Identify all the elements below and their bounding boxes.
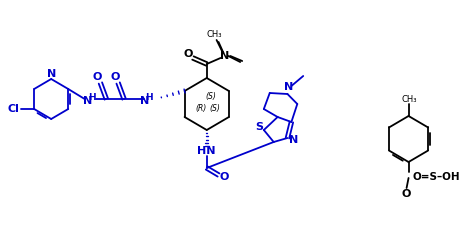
Text: O: O [220,172,229,182]
Text: (S): (S) [209,103,220,112]
Text: O=S–OH: O=S–OH [413,172,460,182]
Text: HN: HN [197,146,215,156]
Text: O: O [93,72,102,82]
Text: (R): (R) [195,103,206,112]
Text: CH₃: CH₃ [207,30,222,40]
Text: H: H [88,92,95,102]
Text: Cl: Cl [8,104,19,114]
Text: N: N [289,135,298,145]
Text: N: N [83,96,92,106]
Text: CH₃: CH₃ [402,96,417,104]
Text: S: S [255,122,263,132]
Text: (S): (S) [205,91,216,101]
Text: N: N [47,69,56,79]
Text: N: N [220,51,229,61]
Text: O: O [183,49,193,59]
Text: O: O [111,72,120,82]
Text: H: H [145,92,153,102]
Text: N: N [284,82,293,92]
Text: O: O [402,189,411,199]
Text: N: N [140,96,149,106]
